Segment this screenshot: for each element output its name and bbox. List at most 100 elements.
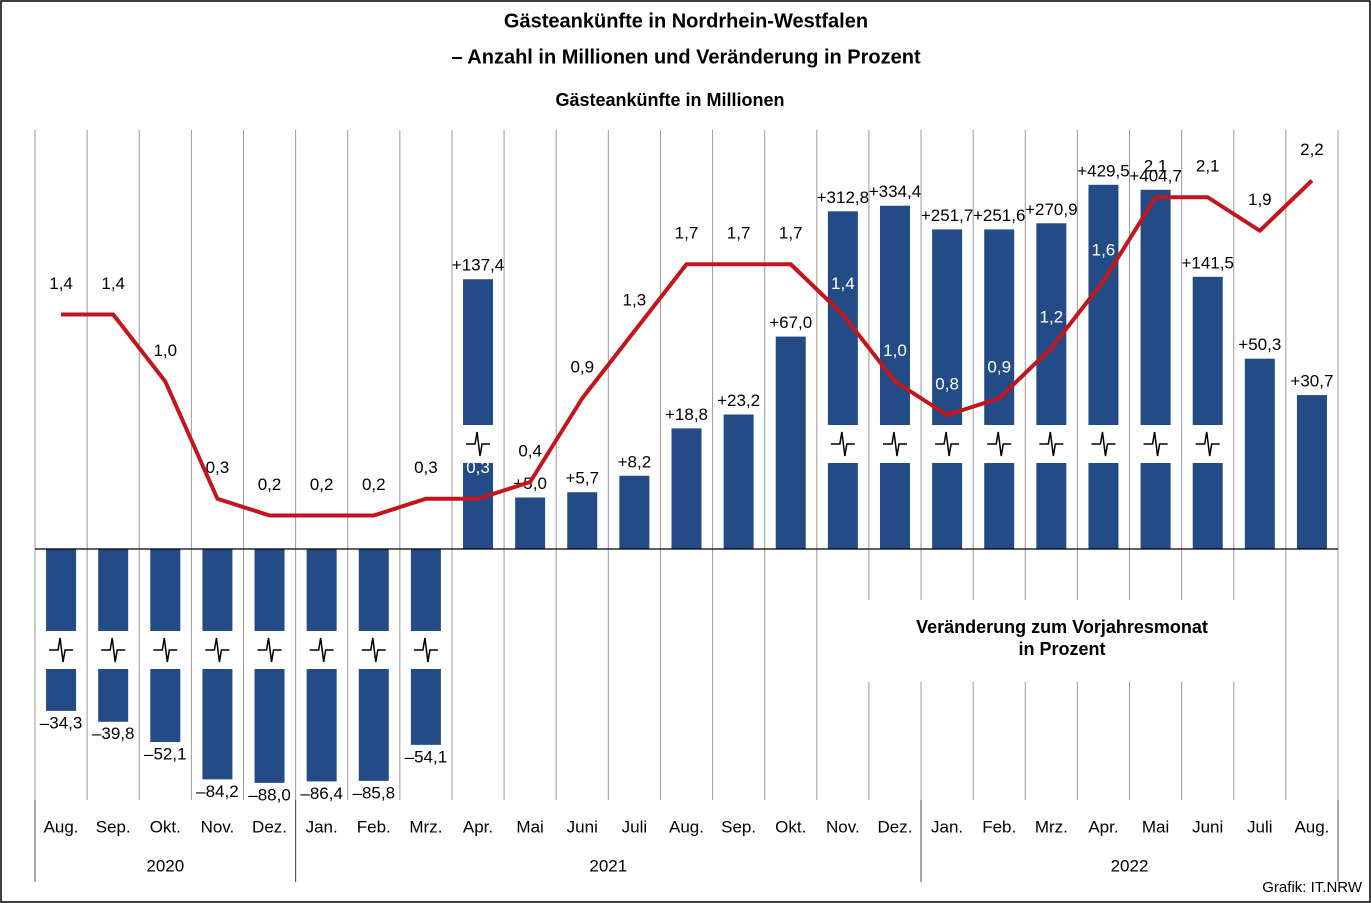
line-value-label: 2,2 [1300, 140, 1324, 159]
axis-break-symbol [830, 431, 855, 457]
bar [46, 549, 77, 711]
line-value-label: 1,2 [1040, 307, 1064, 326]
bar-value-label: +23,2 [717, 391, 760, 410]
annotation-backing [860, 600, 1280, 682]
source: Grafik: IT.NRW [1262, 879, 1363, 896]
bar-value-label: +18,8 [665, 405, 708, 424]
x-tick-label: Sep. [96, 817, 131, 836]
bar-value-label: +8,2 [618, 452, 652, 471]
axis-break-symbol [153, 637, 178, 663]
x-tick-label: Dez. [877, 817, 912, 836]
bar-value-label: –34,3 [40, 713, 83, 732]
line-value-label: 0,4 [518, 441, 542, 460]
overlay: 2020 2021 2022 Aug. Sep. Okt. Nov. Dez. Jan. Feb.… [35, 90, 1338, 875]
axis-break-symbol [49, 637, 74, 663]
line-value-label: 2,1 [1196, 157, 1220, 176]
bar [619, 475, 650, 549]
bar-value-label: –52,1 [144, 744, 187, 763]
x-tick-label: Jan. [306, 817, 338, 836]
x-tick-label: Mai [1142, 817, 1169, 836]
axis-break-symbol [935, 431, 960, 457]
bar-value-label: –84,2 [196, 782, 239, 801]
x-tick-label: Nov. [201, 817, 235, 836]
x-tick-label: Nov. [826, 817, 860, 836]
bar [827, 211, 858, 549]
x-tick-label: Feb. [357, 817, 391, 836]
bar-value-label: +67,0 [769, 313, 812, 332]
axis-break-symbol [361, 637, 386, 663]
line-value-label: 1,9 [1248, 190, 1272, 209]
axis-break-symbol [1195, 431, 1220, 457]
chart-title: Gästeankünfte in Nordrhein-Westfalen [504, 10, 868, 32]
line-value-label: 2,1 [1144, 157, 1168, 176]
axis-break-symbol [1091, 431, 1116, 457]
bar [463, 279, 494, 549]
group-label: 2020 [146, 856, 184, 875]
line [61, 179, 1314, 518]
bars [44, 184, 1327, 783]
bar [567, 492, 598, 549]
x-tick-label: Aug. [1294, 817, 1329, 836]
bar-value-label: –39,8 [92, 724, 135, 743]
line-value-label: 0,2 [310, 475, 334, 494]
bar-value-label: +5,7 [565, 469, 599, 488]
grid [34, 130, 1339, 882]
line-value-label: 0,2 [258, 475, 282, 494]
x-tick-label: Juni [1192, 817, 1223, 836]
bar [671, 428, 702, 549]
bar [879, 205, 910, 549]
chart-subtitle: – Anzahl in Millionen und Veränderung in… [451, 46, 921, 68]
x-tick-label: Mrz. [1035, 817, 1068, 836]
x-tick-label: Okt. [150, 817, 181, 836]
bar [1244, 358, 1275, 549]
series-annotation: in Prozent [1018, 639, 1105, 659]
bar [723, 414, 754, 549]
line-value-label: 1,4 [831, 274, 855, 293]
axis-break-symbol [466, 431, 491, 457]
x-tick-label: Juni [567, 817, 598, 836]
x-tick-label: Aug. [44, 817, 79, 836]
bar-value-label: +312,8 [817, 188, 869, 207]
bar [1036, 223, 1067, 549]
bar [1140, 189, 1171, 550]
x-tick-label: Dez. [252, 817, 287, 836]
bar [775, 336, 806, 549]
axis-break-symbol [987, 431, 1012, 457]
bar [932, 229, 963, 549]
line-value-label: 0,2 [362, 475, 386, 494]
x-tick-label: Sep. [721, 817, 756, 836]
bar-value-label: –54,1 [405, 747, 448, 766]
bar [1192, 276, 1223, 549]
x-tick-label: Feb. [982, 817, 1016, 836]
series-annotation: Veränderung zum Vorjahresmonat [916, 617, 1208, 637]
bar-value-label: –86,4 [300, 784, 343, 803]
x-tick-label: Aug. [669, 817, 704, 836]
bar-value-label: +404,7 [1129, 166, 1181, 185]
bar-value-label: –88,0 [248, 785, 291, 804]
group-label: 2021 [589, 856, 627, 875]
bar [515, 497, 546, 549]
axis-break-symbol [413, 637, 438, 663]
axis-break-symbol [257, 637, 282, 663]
bar-value-label: –85,8 [353, 783, 396, 802]
axis-break-symbol [1143, 431, 1168, 457]
bar-value-label: +334,4 [869, 182, 921, 201]
line-value-label: 1,7 [727, 224, 751, 243]
x-tick-label: Apr. [1088, 817, 1118, 836]
axis-break-symbol [882, 431, 907, 457]
line-value-label: 0,9 [987, 358, 1011, 377]
group-label: 2022 [1111, 856, 1149, 875]
x-tick-label: Jan. [931, 817, 963, 836]
x-tick-label: Mrz. [409, 817, 442, 836]
series-annotation: Gästeankünfte in Millionen [555, 90, 784, 110]
bar-value-label: +141,5 [1181, 253, 1233, 272]
axis-break-symbol [205, 637, 230, 663]
line-value-label: 1,3 [623, 291, 647, 310]
axis-break-symbol [1039, 431, 1064, 457]
line-value-label: 1,7 [675, 224, 699, 243]
bar-value-label: +50,3 [1238, 335, 1281, 354]
line-value-label: 0,3 [466, 458, 490, 477]
bar-value-label: +251,7 [921, 206, 973, 225]
line-value-label: 1,4 [49, 274, 73, 293]
